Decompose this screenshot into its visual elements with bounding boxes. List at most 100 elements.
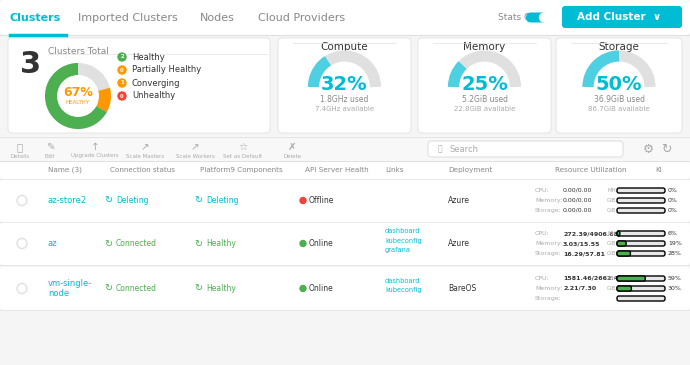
- FancyBboxPatch shape: [617, 286, 631, 291]
- Text: Converging: Converging: [132, 78, 181, 88]
- Text: 1: 1: [120, 81, 124, 85]
- Text: Scale Workers: Scale Workers: [175, 154, 215, 158]
- Text: MHz: MHz: [607, 188, 619, 193]
- Text: Connected: Connected: [116, 284, 157, 293]
- FancyBboxPatch shape: [617, 241, 665, 246]
- Text: az-store2: az-store2: [48, 196, 87, 205]
- Text: Offline: Offline: [309, 196, 335, 205]
- Text: Clusters Total: Clusters Total: [48, 47, 109, 56]
- FancyBboxPatch shape: [278, 38, 411, 133]
- FancyBboxPatch shape: [617, 286, 665, 291]
- Text: Azure: Azure: [448, 196, 470, 205]
- Circle shape: [300, 285, 306, 292]
- Text: Deployment: Deployment: [448, 167, 492, 173]
- Text: 0%: 0%: [668, 198, 678, 203]
- Text: Storage: Storage: [598, 42, 640, 52]
- Text: 2: 2: [120, 54, 124, 59]
- FancyBboxPatch shape: [0, 267, 690, 310]
- FancyBboxPatch shape: [0, 0, 690, 35]
- Text: 1581.46/2662.40: 1581.46/2662.40: [563, 276, 622, 281]
- Text: 1.8GHz used: 1.8GHz used: [320, 96, 368, 104]
- Text: Upgrade Clusters: Upgrade Clusters: [71, 154, 119, 158]
- Text: 25%: 25%: [461, 76, 508, 95]
- Text: 0.00/0.00: 0.00/0.00: [563, 188, 593, 193]
- Text: 2.21/7.30: 2.21/7.30: [563, 286, 596, 291]
- Text: Platform9 Components: Platform9 Components: [200, 167, 283, 173]
- Text: Ki: Ki: [655, 167, 662, 173]
- FancyBboxPatch shape: [562, 6, 682, 28]
- Text: Connection status: Connection status: [110, 167, 175, 173]
- Text: 0: 0: [120, 68, 124, 73]
- FancyBboxPatch shape: [526, 12, 548, 23]
- FancyBboxPatch shape: [0, 222, 690, 265]
- Text: Stats On: Stats On: [498, 14, 537, 23]
- Circle shape: [300, 241, 306, 246]
- Circle shape: [118, 66, 126, 74]
- Text: ↗: ↗: [190, 142, 199, 152]
- FancyBboxPatch shape: [617, 251, 631, 256]
- Text: ↻: ↻: [104, 196, 112, 205]
- Text: Nodes: Nodes: [200, 13, 235, 23]
- Text: Add Cluster  ∨: Add Cluster ∨: [577, 12, 661, 22]
- Text: 7.4GHz available: 7.4GHz available: [315, 106, 374, 112]
- Text: ↻: ↻: [104, 284, 112, 293]
- Circle shape: [300, 197, 306, 204]
- Text: Storage:: Storage:: [535, 208, 562, 213]
- Text: Memory: Memory: [464, 42, 506, 52]
- Text: 272.39/4906.68: 272.39/4906.68: [563, 231, 618, 236]
- Text: ⓘ: ⓘ: [17, 142, 23, 152]
- Text: 0: 0: [120, 93, 124, 99]
- Text: HEALTHY: HEALTHY: [66, 100, 90, 104]
- Wedge shape: [45, 63, 111, 129]
- Text: Clusters: Clusters: [10, 13, 61, 23]
- Text: ✗: ✗: [288, 142, 297, 152]
- Wedge shape: [97, 88, 111, 112]
- FancyBboxPatch shape: [556, 38, 682, 133]
- Text: ⚙: ⚙: [642, 142, 653, 155]
- FancyBboxPatch shape: [418, 38, 551, 133]
- Text: CPU:: CPU:: [535, 276, 550, 281]
- Text: Deleting: Deleting: [206, 196, 239, 205]
- Text: az: az: [48, 239, 57, 248]
- Text: dashboard
kubeconfig
grafana: dashboard kubeconfig grafana: [385, 228, 422, 253]
- FancyBboxPatch shape: [617, 231, 665, 236]
- Text: Set as Default: Set as Default: [224, 154, 263, 158]
- Text: CPU:: CPU:: [535, 231, 550, 236]
- FancyBboxPatch shape: [0, 35, 690, 137]
- Circle shape: [540, 13, 549, 22]
- Text: Connected: Connected: [116, 239, 157, 248]
- FancyBboxPatch shape: [428, 141, 623, 157]
- Text: 🔍: 🔍: [438, 145, 442, 154]
- Text: Memory:: Memory:: [535, 198, 562, 203]
- Text: Deleting: Deleting: [116, 196, 148, 205]
- Text: GiB: GiB: [607, 208, 616, 213]
- Text: GiB: GiB: [607, 286, 616, 291]
- Text: ↗: ↗: [141, 142, 149, 152]
- Text: Azure: Azure: [448, 239, 470, 248]
- FancyBboxPatch shape: [617, 276, 645, 281]
- Text: BareOS: BareOS: [448, 284, 476, 293]
- Text: 5.2GiB used: 5.2GiB used: [462, 96, 508, 104]
- Text: Memory:: Memory:: [535, 286, 562, 291]
- Text: Compute: Compute: [321, 42, 368, 52]
- FancyBboxPatch shape: [0, 161, 690, 179]
- Text: MHz: MHz: [607, 276, 619, 281]
- Text: 3.03/15.55: 3.03/15.55: [563, 241, 600, 246]
- FancyBboxPatch shape: [617, 241, 626, 246]
- Text: ↑: ↑: [90, 142, 99, 152]
- Text: Delete: Delete: [283, 154, 301, 158]
- Text: 0.00/0.00: 0.00/0.00: [563, 208, 593, 213]
- FancyBboxPatch shape: [617, 231, 620, 236]
- Text: Resource Utilization: Resource Utilization: [555, 167, 627, 173]
- Text: Name (3): Name (3): [48, 167, 82, 173]
- Text: 86.7GiB available: 86.7GiB available: [588, 106, 650, 112]
- Text: ↻: ↻: [194, 284, 202, 293]
- Text: 16.29/57.81: 16.29/57.81: [563, 251, 605, 256]
- Text: GiB: GiB: [607, 251, 616, 256]
- Text: Memory:: Memory:: [535, 241, 562, 246]
- Text: Imported Clusters: Imported Clusters: [78, 13, 178, 23]
- Text: Healthy: Healthy: [132, 53, 165, 61]
- FancyBboxPatch shape: [617, 276, 665, 281]
- Text: 19%: 19%: [668, 241, 682, 246]
- Text: Edit: Edit: [45, 154, 55, 158]
